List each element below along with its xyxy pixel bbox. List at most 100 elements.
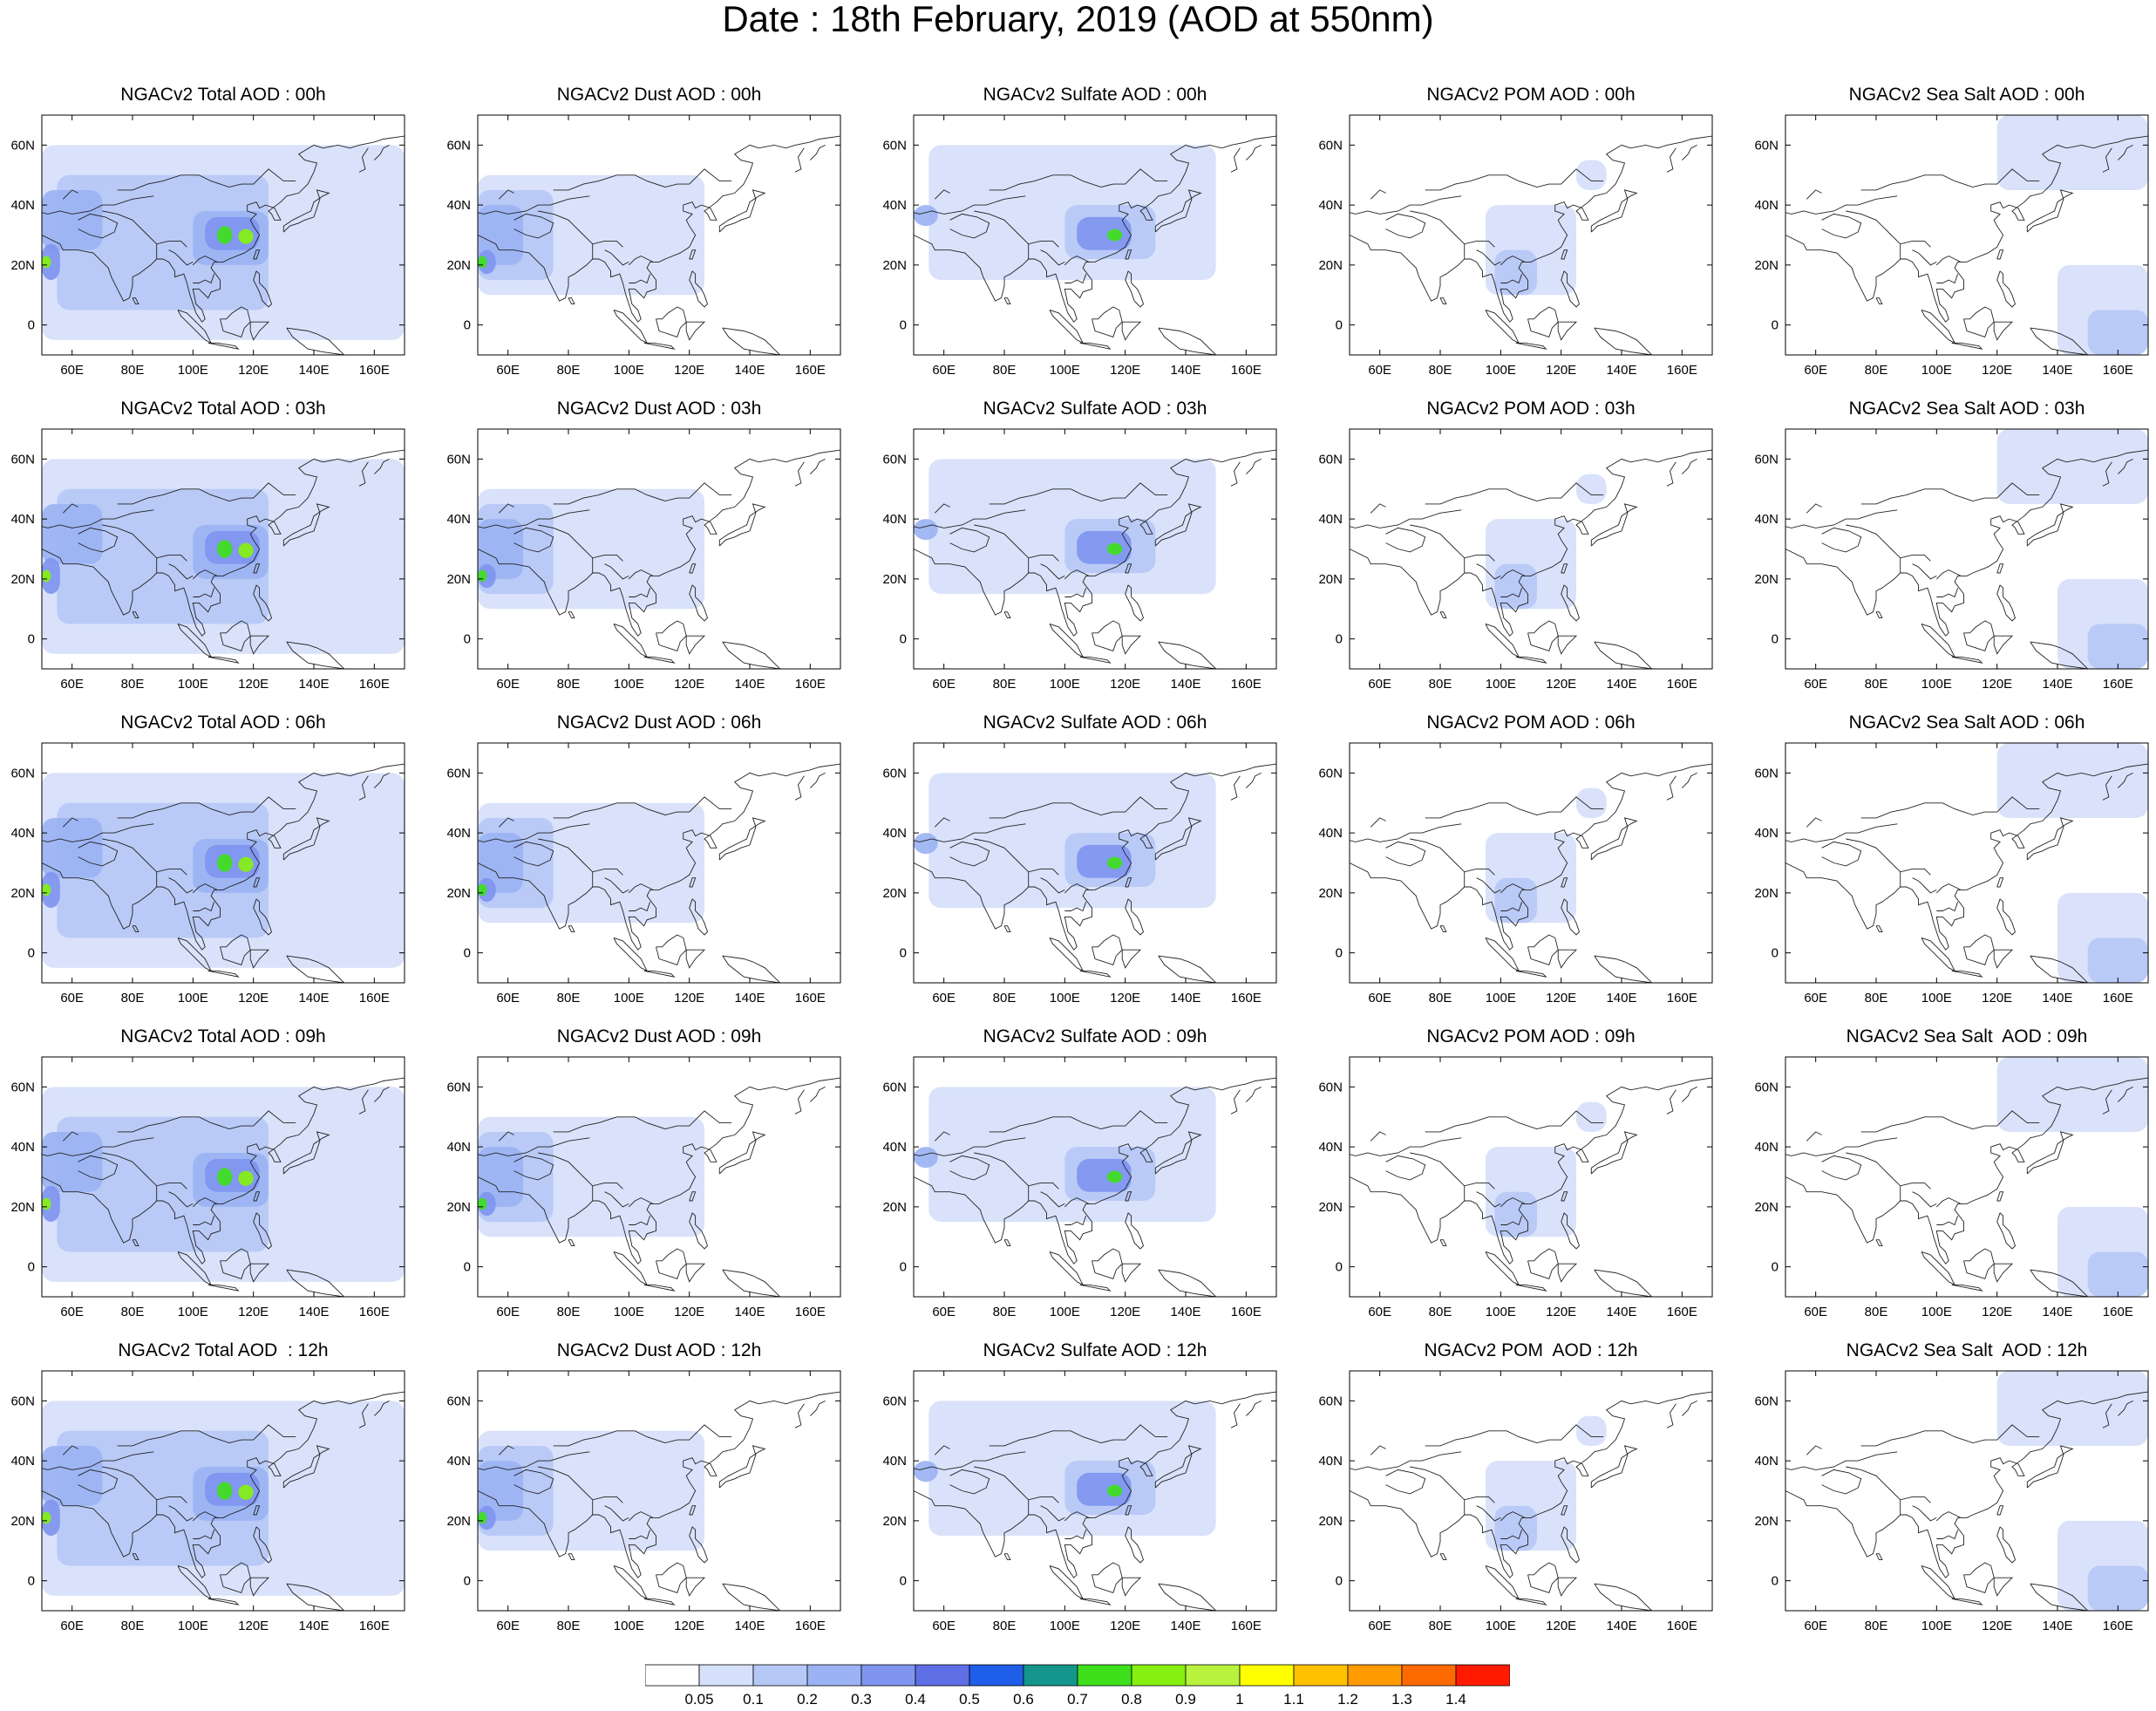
- lon-tick-label: 120E: [1546, 1619, 1576, 1633]
- colorbar-level-label: 1.2: [1337, 1691, 1358, 1707]
- lon-tick-label: 160E: [795, 363, 826, 378]
- coastline: [613, 1564, 649, 1600]
- coastline: [1860, 482, 2040, 505]
- lat-tick-label: 40N: [882, 826, 907, 841]
- coastline: [1370, 503, 1386, 514]
- lon-tick-label: 140E: [2042, 363, 2072, 378]
- coastline: [1996, 270, 2017, 308]
- coastline: [1806, 189, 1822, 200]
- coastline: [373, 1400, 390, 1416]
- coastline: [1158, 1583, 1217, 1611]
- lon-tick-label: 160E: [1667, 1305, 1697, 1319]
- aod-shading: [1494, 1191, 1537, 1237]
- coastline: [949, 527, 990, 553]
- map-plot: 60E 80E 100E 120E 140E 160E 60N 40N 20N 0: [1754, 742, 2149, 1005]
- coastline: [62, 503, 78, 514]
- colorbar-swatch: [1401, 1664, 1457, 1687]
- coastline: [1500, 256, 1526, 266]
- coastline: [1158, 641, 1217, 669]
- coastline: [538, 838, 623, 876]
- coastline: [685, 321, 706, 341]
- lat-tick-label: 0: [1772, 632, 1779, 647]
- coastline: [1935, 1511, 1962, 1522]
- coastline: [914, 1391, 1276, 1578]
- aod-shading: [1494, 563, 1537, 610]
- lon-tick-label: 120E: [1110, 991, 1140, 1005]
- lon-tick-label: 60E: [60, 1305, 84, 1319]
- coastline: [1350, 1137, 1462, 1156]
- coastline: [1681, 144, 1697, 160]
- lat-tick-label: 40N: [446, 1454, 471, 1469]
- coastline: [629, 1530, 651, 1540]
- coastline: [478, 195, 590, 215]
- coastline: [2030, 1583, 2089, 1611]
- lon-tick-label: 160E: [2103, 677, 2133, 692]
- lat-tick-label: 40N: [1318, 198, 1343, 213]
- coastline: [1590, 503, 1638, 547]
- coastline: [1846, 1152, 1931, 1190]
- aod-shading: [217, 1482, 233, 1500]
- coastline: [207, 342, 240, 350]
- coastline: [253, 249, 261, 260]
- lon-tick-label: 120E: [674, 1619, 704, 1633]
- coastline: [1476, 877, 1501, 894]
- aod-shading: [478, 569, 487, 583]
- coastline: [1993, 321, 2014, 341]
- aod-shading: [1494, 1505, 1537, 1551]
- coastline: [1125, 1191, 1132, 1202]
- lat-tick-label: 40N: [446, 826, 471, 841]
- coastline: [42, 1137, 154, 1156]
- coastline: [478, 823, 590, 842]
- coastline: [1040, 249, 1065, 266]
- coastline: [132, 297, 139, 305]
- coastline: [1996, 1526, 2017, 1564]
- lon-tick-label: 120E: [238, 991, 269, 1005]
- coastline: [1527, 934, 1559, 965]
- coastline: [192, 883, 218, 894]
- coastline: [1875, 297, 1883, 305]
- lon-tick-label: 140E: [1170, 1619, 1200, 1633]
- coastline: [989, 1110, 1168, 1133]
- coastline: [1912, 563, 1937, 580]
- lon-tick-label: 80E: [1865, 991, 1888, 1005]
- aod-shading: [42, 883, 51, 896]
- map-plot: 60E 80E 100E 120E 140E 160E 60N 40N 20N 0: [882, 114, 1277, 378]
- coastline: [2117, 772, 2133, 788]
- coastline: [2026, 189, 2074, 233]
- coastline: [689, 563, 697, 574]
- coastline: [102, 524, 187, 562]
- map-plot: 60E 80E 100E 120E 140E 160E 60N 40N 20N 0: [10, 742, 405, 1005]
- coastline: [718, 189, 766, 233]
- aod-shading: [1106, 1484, 1123, 1497]
- coastline: [478, 1391, 840, 1578]
- map-plot: 60E 80E 100E 120E 140E 160E 60N 40N 20N 0: [10, 428, 405, 692]
- coastline: [914, 1137, 1026, 1156]
- coastline: [1410, 210, 1495, 248]
- coastline: [253, 1191, 261, 1202]
- lon-tick-label: 80E: [1865, 1619, 1888, 1633]
- aod-shading: [238, 1484, 254, 1500]
- coastline: [1154, 189, 1202, 233]
- lon-tick-label: 60E: [496, 1619, 520, 1633]
- lon-tick-label: 140E: [2042, 1305, 2072, 1319]
- coastline: [1785, 1451, 1898, 1470]
- lon-tick-label: 140E: [734, 1619, 765, 1633]
- coastline: [1230, 775, 1241, 801]
- coastline: [1821, 1155, 1862, 1181]
- coastline: [1485, 1251, 1520, 1286]
- aod-shading: [1996, 429, 2148, 504]
- lat-tick-label: 60N: [1318, 766, 1343, 781]
- page-title: Date : 18th February, 2019 (AOD at 550nm…: [722, 0, 1434, 39]
- coastline: [1921, 309, 1956, 344]
- coastline: [1993, 949, 2014, 969]
- coastline: [628, 883, 654, 894]
- coastline: [1846, 210, 1931, 248]
- map-frame: [477, 1056, 841, 1298]
- lon-tick-label: 60E: [60, 363, 84, 378]
- lon-tick-label: 100E: [1921, 677, 1952, 692]
- coastline: [604, 1505, 629, 1522]
- panel-title: NGACv2 Sea Salt AOD : 03h: [1848, 399, 2085, 419]
- coastline: [934, 1445, 950, 1455]
- coastline: [1666, 1089, 1677, 1115]
- coastline: [1439, 611, 1447, 619]
